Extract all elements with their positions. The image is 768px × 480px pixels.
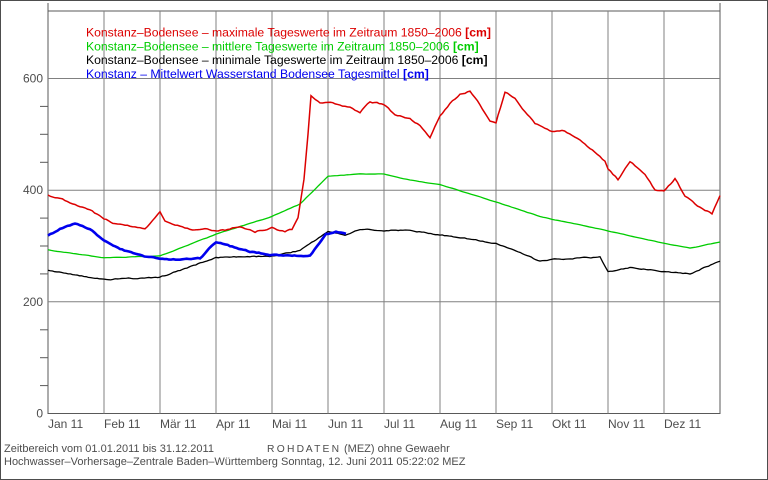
svg-text:Okt 11: Okt 11 [552, 417, 587, 431]
svg-text:Hochwasser–Vorhersage–Zentrale: Hochwasser–Vorhersage–Zentrale Baden–Wür… [4, 456, 466, 468]
svg-text:600: 600 [23, 72, 43, 86]
svg-text:Sep 11: Sep 11 [496, 417, 533, 431]
svg-text:Konstanz–Bodensee – minimale T: Konstanz–Bodensee – minimale Tageswerte … [86, 53, 488, 67]
svg-text:Apr 11: Apr 11 [216, 417, 251, 431]
svg-text:Feb 11: Feb 11 [104, 417, 141, 431]
svg-text:Dez 11: Dez 11 [664, 417, 701, 431]
svg-text:R O H D A T E N: R O H D A T E N [267, 444, 339, 455]
svg-text:Zeitbereich vom 01.01.2011 bis: Zeitbereich vom 01.01.2011 bis 31.12.201… [4, 443, 214, 455]
svg-text:Jun 11: Jun 11 [328, 417, 363, 431]
svg-text:200: 200 [23, 295, 43, 309]
svg-text:Mai 11: Mai 11 [272, 417, 307, 431]
svg-text:0: 0 [36, 407, 43, 421]
svg-text:Konstanz – Mittelwert Wasserst: Konstanz – Mittelwert Wasserstand Bodens… [86, 67, 429, 81]
svg-text:Aug 11: Aug 11 [440, 417, 477, 431]
svg-text:Konstanz–Bodensee – mittlere T: Konstanz–Bodensee – mittlere Tageswerte … [86, 39, 479, 53]
svg-text:Nov 11: Nov 11 [608, 417, 645, 431]
svg-text:Mär 11: Mär 11 [160, 417, 197, 431]
svg-text:Jan 11: Jan 11 [48, 417, 83, 431]
svg-text:Konstanz–Bodensee – maximale T: Konstanz–Bodensee – maximale Tageswerte … [86, 26, 491, 40]
svg-text:Jul 11: Jul 11 [384, 417, 415, 431]
svg-text:400: 400 [23, 183, 43, 197]
svg-text:(MEZ) ohne Gewaehr: (MEZ) ohne Gewaehr [344, 443, 450, 455]
